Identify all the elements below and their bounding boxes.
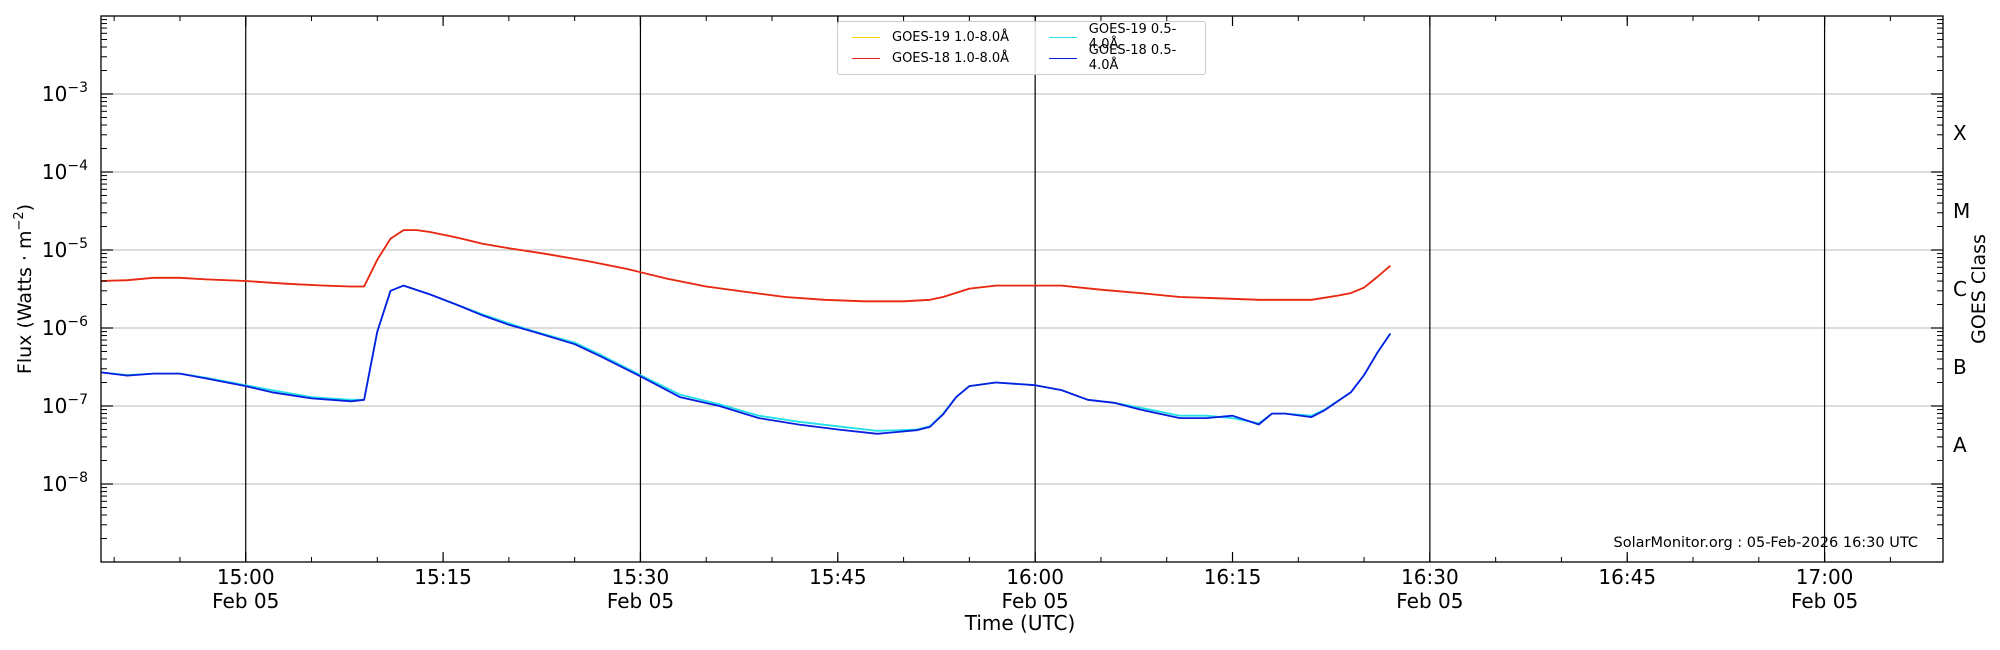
y-tick-label: 10−4: [42, 158, 88, 184]
x-tick-label: 15:15: [414, 565, 472, 589]
y-tick-label: 10−7: [42, 392, 88, 418]
series-lines: [100, 229, 1392, 435]
horizontal-grid: [101, 93, 1943, 485]
y-axis-label: Flux (Watts · m−2): [12, 204, 36, 374]
series-line-3: [100, 284, 1392, 435]
legend-swatch: [852, 36, 880, 38]
y-tick-label: 10−8: [42, 470, 88, 496]
x-tick-label: 16:00: [1006, 565, 1064, 589]
legend-swatch: [1049, 36, 1077, 38]
goes-class-A: A: [1953, 433, 1967, 457]
source-credit: SolarMonitor.org : 05-Feb-2026 16:30 UTC: [1613, 535, 1918, 551]
legend-item: GOES-19 1.0-8.0Å: [852, 28, 1009, 46]
x-tick-label: 15:30: [612, 565, 670, 589]
legend-label: GOES-19 0.5-4.0Å: [1088, 22, 1177, 52]
goes-class-C: C: [1953, 277, 1967, 301]
legend-label: GOES-18 1.0-8.0Å: [892, 50, 1010, 66]
y2-axis-label: GOES Class: [1968, 234, 1990, 344]
series-line-0: [100, 229, 1391, 303]
legend-label: GOES-18 0.5-4.0Å: [1088, 43, 1177, 73]
legend-item: GOES-18 1.0-8.0Å: [852, 49, 1009, 67]
x-tick-label: 17:00: [1796, 565, 1854, 589]
legend-item: GOES-19 0.5-4.0Å: [1049, 22, 1205, 52]
x-tick-label: 16:45: [1598, 565, 1656, 589]
y-tick-labels: 10−8 10−7 10−6 10−5 10−4 10−3: [42, 80, 88, 496]
axis-ticks: [101, 16, 1943, 562]
x-tick-date: Feb 05: [607, 589, 674, 613]
series-line-2: [100, 284, 1392, 432]
x-tick-label: 16:15: [1204, 565, 1262, 589]
legend-swatch: [1049, 57, 1077, 59]
y-tick-label: 10−6: [42, 314, 88, 340]
x-tick-date: Feb 05: [1396, 589, 1463, 613]
goes-class-X: X: [1953, 121, 1967, 145]
goes-class-labels: A B C M X: [1953, 121, 1970, 457]
y-tick-label: 10−3: [42, 80, 88, 106]
y-tick-label: 10−5: [42, 236, 88, 262]
major-time-lines: [245, 16, 1826, 562]
plot-frame: [100, 15, 1944, 563]
x-tick-label: 15:45: [809, 565, 867, 589]
legend-item: GOES-18 0.5-4.0Å: [1049, 43, 1205, 73]
legend-label: GOES-19 1.0-8.0Å: [892, 29, 1010, 45]
legend: GOES-19 1.0-8.0Å GOES-19 0.5-4.0Å GOES-18 …: [837, 21, 1206, 75]
goes-class-M: M: [1953, 199, 1970, 223]
x-tick-label: 15:00: [217, 565, 275, 589]
legend-swatch: [852, 57, 880, 59]
goes-class-B: B: [1953, 355, 1967, 379]
x-tick-label: 16:30: [1401, 565, 1459, 589]
x-tick-date: Feb 05: [212, 589, 279, 613]
series-line-1: [100, 229, 1391, 303]
x-tick-date: Feb 05: [1791, 589, 1858, 613]
x-tick-date: Feb 05: [1002, 589, 1069, 613]
x-axis-label: Time (UTC): [964, 611, 1076, 635]
